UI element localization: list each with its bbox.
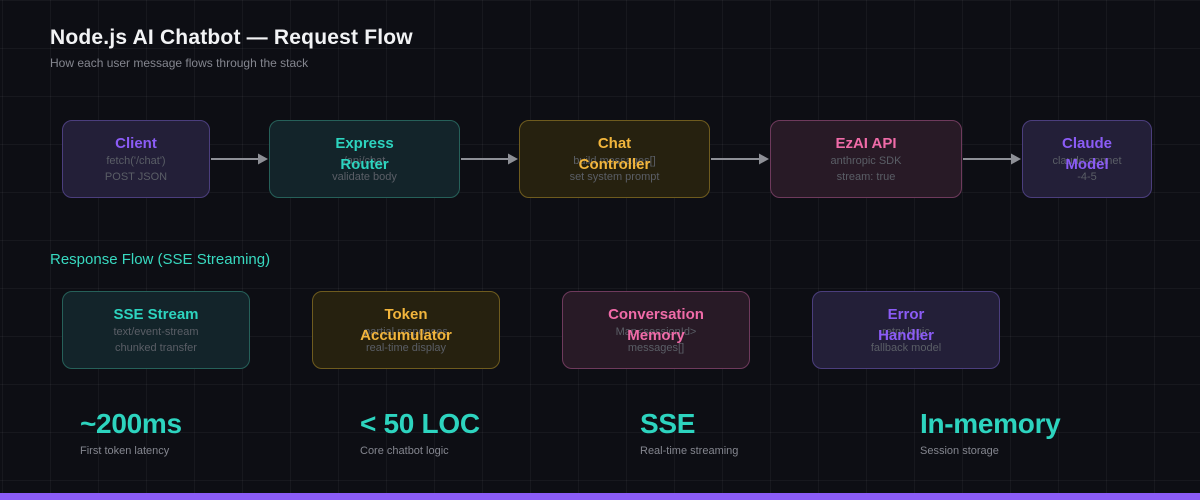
node-subtitle: partial responses <box>364 326 448 338</box>
flow-node-ezai-api: EzAI API anthropic SDK stream: true <box>770 120 962 198</box>
node-subtitle: set system prompt <box>569 171 660 183</box>
node-title: Error Handler <box>878 306 934 344</box>
node-subtitle: validate body <box>332 171 397 183</box>
flow-node-chat-controller: Chat Controller build messages[] set syste… <box>519 120 710 198</box>
flow-node-conversation-memory: Conversation Memory Map<sessionId> message… <box>562 291 750 369</box>
response-flow-row: SSE Stream text/event-stream chunked trans… <box>62 291 1000 369</box>
flow-node-error-handler: Error Handler retry logic fallback model <box>812 291 1000 369</box>
stat-value: < 50 LOC <box>360 408 480 439</box>
bottom-accent-bar <box>0 493 1200 500</box>
stat-value: In-memory <box>920 408 1061 439</box>
node-subtitle: fetch('/chat') <box>106 155 166 167</box>
node-subtitle: Map<sessionId> <box>615 326 697 338</box>
node-subtitle: build messages[] <box>573 155 656 167</box>
page-title: Node.js AI Chatbot — Request Flow <box>50 26 413 49</box>
node-subtitle: messages[] <box>627 342 685 354</box>
node-subtitle: retry logic <box>882 326 930 338</box>
node-title: Token Accumulator <box>360 306 452 344</box>
node-title: Express Router <box>335 135 394 173</box>
arrow-right-icon <box>710 120 770 198</box>
node-title: Conversation Memory <box>608 306 704 344</box>
node-subtitle: POST JSON <box>104 171 168 183</box>
node-title: EzAI API <box>835 135 897 152</box>
stat-label: Core chatbot logic <box>360 445 449 457</box>
node-subtitle: /api/chat <box>343 155 386 167</box>
stat-value: SSE <box>640 408 696 439</box>
node-title: Client <box>115 135 157 152</box>
stat-label: Real-time streaming <box>640 445 739 457</box>
node-subtitle: stream: true <box>836 171 896 183</box>
stat-label: Session storage <box>920 445 999 457</box>
node-subtitle: anthropic SDK <box>830 155 902 167</box>
response-flow-heading: Response Flow (SSE Streaming) <box>50 251 271 268</box>
stat-label: First token latency <box>80 445 170 457</box>
node-subtitle: -4-5 <box>1077 171 1097 183</box>
node-title: Claude Model <box>1061 135 1112 173</box>
arrow-right-icon <box>210 120 269 198</box>
node-title: Chat Controller <box>578 135 651 173</box>
stat-first-token-latency: ~200ms First token latency <box>80 408 360 457</box>
node-title: SSE Stream <box>113 306 199 323</box>
arrow-right-icon <box>460 120 519 198</box>
node-subtitle: fallback model <box>870 342 942 354</box>
arrow-right-icon <box>962 120 1022 198</box>
flow-node-sse-stream: SSE Stream text/event-stream chunked trans… <box>62 291 250 369</box>
node-subtitle: text/event-stream <box>113 326 199 338</box>
node-subtitle: real-time display <box>365 342 447 354</box>
flow-node-express-router: Express Router/api/chat validate body <box>269 120 460 198</box>
stat-session-storage: In-memory Session storage <box>920 408 1200 457</box>
node-subtitle: claude-sonnet <box>1052 155 1122 167</box>
request-flow-row: Client fetch('/chat') POST JSON Express Rou… <box>62 120 1152 198</box>
flow-node-client: Client fetch('/chat') POST JSON <box>62 120 210 198</box>
flow-node-claude-model: Claude Model claude-sonnet -4-5 <box>1022 120 1152 198</box>
stat-real-time-streaming: SSE Real-time streaming <box>640 408 920 457</box>
header: Node.js AI Chatbot — Request Flow How ea… <box>50 26 413 70</box>
stat-core-chatbot-logic: < 50 LOC Core chatbot logic <box>360 408 640 457</box>
page-subtitle: How each user message flows through the … <box>50 56 309 70</box>
flow-node-token-accumulator: Token Accumulator partial responses real-t… <box>312 291 500 369</box>
stats-row: ~200ms First token latency < 50 LOC Core ch… <box>80 408 1200 457</box>
stat-value: ~200ms <box>80 408 182 439</box>
node-subtitle: chunked transfer <box>115 342 197 354</box>
